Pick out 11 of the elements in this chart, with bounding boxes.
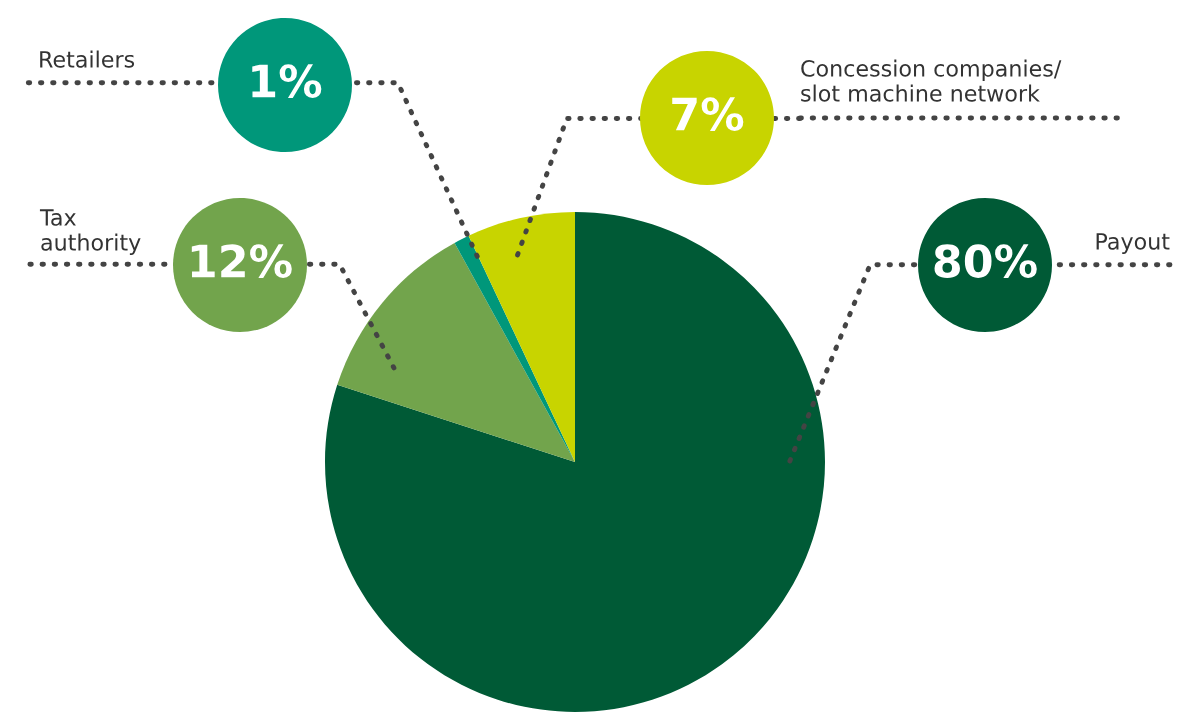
slice-label: Retailers xyxy=(40,50,135,68)
slice-label: Payout xyxy=(1096,233,1170,254)
data-label: 7% xyxy=(672,97,744,131)
data-label: 1% xyxy=(252,64,322,98)
pie-slice xyxy=(325,212,825,712)
slice-label: Tax authority xyxy=(39,209,141,255)
slice-label: Concession companies/ slot machine network xyxy=(801,59,1062,102)
pie-slice xyxy=(468,212,575,462)
data-label: 12% xyxy=(191,244,292,278)
data-label: 80% xyxy=(934,244,1037,278)
pie-slice xyxy=(337,242,575,462)
